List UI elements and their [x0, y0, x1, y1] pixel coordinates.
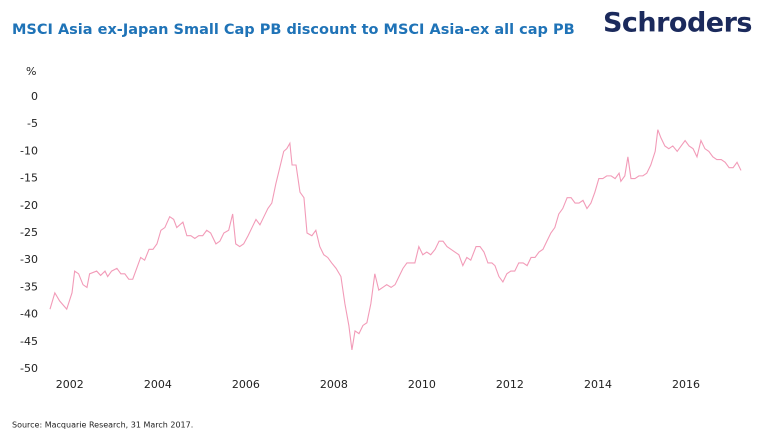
y-tick-label: -15: [20, 172, 38, 185]
y-tick-label: -35: [20, 280, 38, 293]
y-tick-label: -25: [20, 226, 38, 239]
y-tick-label: -10: [20, 144, 38, 157]
y-tick-label: -30: [20, 253, 38, 266]
x-tick-label: 2002: [56, 378, 84, 391]
y-tick-label: -50: [20, 362, 38, 375]
y-axis-label: %: [26, 65, 36, 78]
x-tick-label: 2016: [672, 378, 700, 391]
x-tick-label: 2006: [232, 378, 260, 391]
x-tick-label: 2008: [320, 378, 348, 391]
y-tick-label: 0: [31, 90, 38, 103]
y-tick-label: -40: [20, 308, 38, 321]
x-tick-label: 2012: [496, 378, 524, 391]
chart-title: MSCI Asia ex-Japan Small Cap PB discount…: [12, 22, 575, 38]
data-line: [49, 129, 742, 351]
source-note: Source: Macquarie Research, 31 March 201…: [12, 421, 193, 430]
x-tick-label: 2004: [144, 378, 172, 391]
y-tick-label: -5: [27, 117, 38, 130]
logo: Schroders: [603, 8, 752, 39]
y-tick-label: -45: [20, 335, 38, 348]
x-tick-label: 2014: [584, 378, 612, 391]
x-tick-label: 2010: [408, 378, 436, 391]
y-tick-label: -20: [20, 199, 38, 212]
